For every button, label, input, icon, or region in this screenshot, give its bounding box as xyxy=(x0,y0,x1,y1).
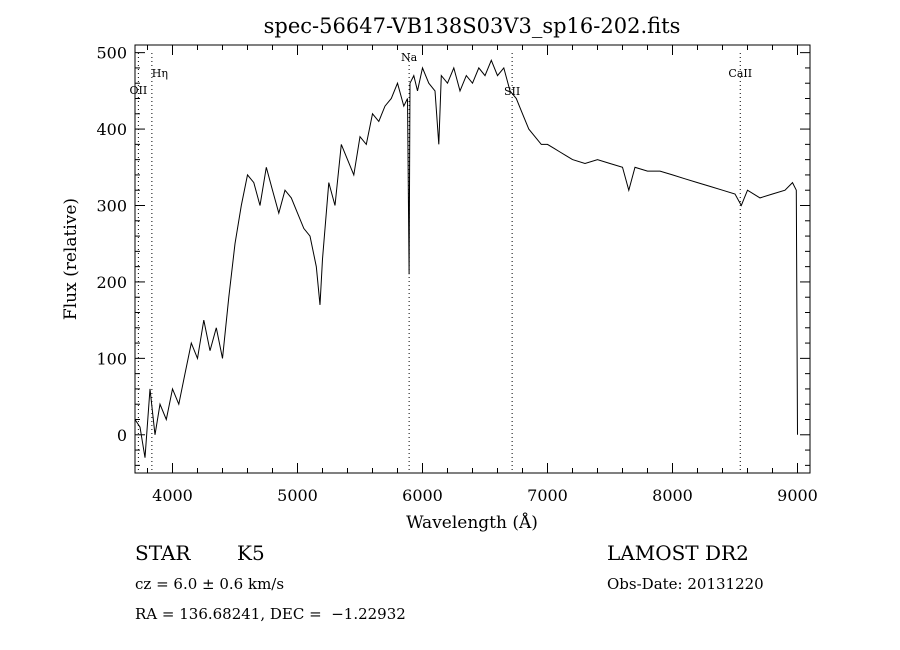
x-tick-label-4: 8000 xyxy=(652,486,693,505)
object-class: STAR xyxy=(135,541,191,565)
line-label-3: SII xyxy=(504,85,520,98)
observation-date: Obs-Date: 20131220 xyxy=(607,575,764,593)
y-axis-label: Flux (relative) xyxy=(61,198,81,320)
axis-ticks: 4000 5000 6000 7000 8000 9000 0 100 200 300 400 500 xyxy=(96,44,817,505)
y-tick-label-4: 400 xyxy=(96,120,127,139)
y-tick-label-3: 300 xyxy=(96,197,127,216)
x-tick-label-5: 9000 xyxy=(777,486,818,505)
redshift-velocity: cz = 6.0 ± 0.6 km/s xyxy=(135,575,285,593)
series-line-0 xyxy=(134,58,798,458)
line-label-2: Na xyxy=(401,51,418,64)
x-tick-label-2: 6000 xyxy=(402,486,443,505)
x-tick-label-3: 7000 xyxy=(527,486,568,505)
object-subclass: K5 xyxy=(237,541,265,565)
y-tick-label-5: 500 xyxy=(96,44,127,63)
coordinates: RA = 136.68241, DEC = −1.22932 xyxy=(135,605,406,623)
y-tick-label-0: 0 xyxy=(117,426,127,445)
x-axis-label: Wavelength (Å) xyxy=(406,512,538,533)
survey-name: LAMOST DR2 xyxy=(607,541,749,565)
plot-frame xyxy=(134,44,811,474)
series-layer xyxy=(134,58,798,458)
spectral-line-markers: Hη OII Na SII CaII xyxy=(130,51,752,473)
line-label-0: Hη xyxy=(152,67,168,80)
chart-title: spec-56647-VB138S03V3_sp16-202.fits xyxy=(264,14,681,38)
x-tick-label-0: 4000 xyxy=(152,486,193,505)
y-tick-label-1: 100 xyxy=(96,349,127,368)
y-tick-label-2: 200 xyxy=(96,273,127,292)
line-label-4: CaII xyxy=(728,67,752,80)
line-label-1: OII xyxy=(130,84,148,97)
x-tick-label-1: 5000 xyxy=(277,486,318,505)
